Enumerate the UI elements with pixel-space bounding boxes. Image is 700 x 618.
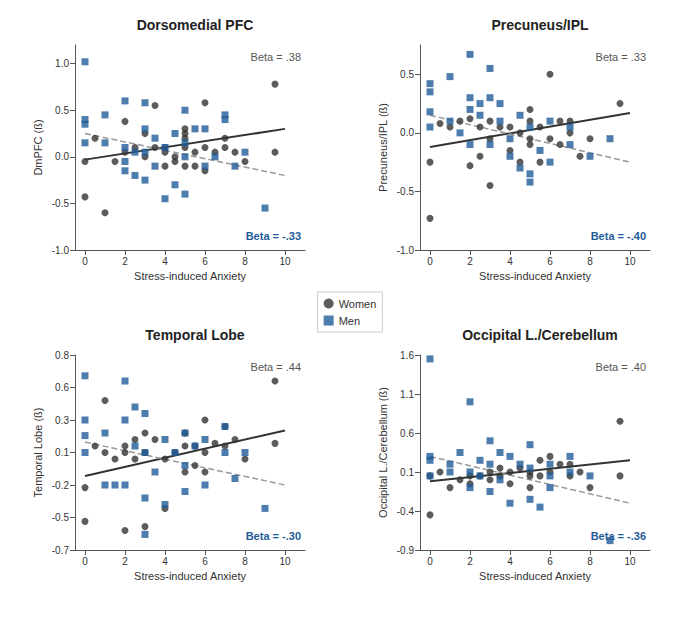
svg-text:0: 0 <box>427 256 433 267</box>
svg-text:Stress-induced Anxiety: Stress-induced Anxiety <box>479 570 591 582</box>
svg-text:0: 0 <box>82 556 88 567</box>
svg-text:2: 2 <box>467 256 473 267</box>
svg-text:Stress-induced Anxiety: Stress-induced Anxiety <box>134 570 246 582</box>
svg-text:0: 0 <box>82 256 88 267</box>
svg-text:0.3: 0.3 <box>55 415 69 426</box>
svg-text:Occipital L./Cerebellum: Occipital L./Cerebellum <box>462 327 618 343</box>
svg-text:Stress-induced Anxiety: Stress-induced Anxiety <box>134 270 246 282</box>
svg-text:DmPFC (ß): DmPFC (ß) <box>32 119 44 175</box>
svg-text:6: 6 <box>202 256 208 267</box>
svg-text:Beta = -.33: Beta = -.33 <box>246 230 301 242</box>
svg-text:Beta = -.40: Beta = -.40 <box>591 230 646 242</box>
svg-text:8: 8 <box>587 256 593 267</box>
svg-text:-1.0: -1.0 <box>52 245 70 256</box>
svg-text:0.5: 0.5 <box>55 105 69 116</box>
svg-text:Beta = -.30: Beta = -.30 <box>246 530 301 542</box>
svg-text:2: 2 <box>122 556 128 567</box>
svg-text:-1.0: -1.0 <box>397 245 415 256</box>
svg-text:-0.2: -0.2 <box>52 480 70 491</box>
svg-text:0.1: 0.1 <box>55 447 69 458</box>
svg-text:Temporal Lobe (ß): Temporal Lobe (ß) <box>32 408 44 498</box>
svg-text:Beta = .40: Beta = .40 <box>596 361 646 373</box>
svg-text:Beta = .44: Beta = .44 <box>251 361 301 373</box>
svg-text:0.5: 0.5 <box>400 69 414 80</box>
svg-text:6: 6 <box>547 256 553 267</box>
svg-text:0.1: 0.1 <box>400 467 414 478</box>
svg-text:0: 0 <box>427 556 433 567</box>
svg-text:Beta = .33: Beta = .33 <box>596 51 646 63</box>
svg-text:-0.5: -0.5 <box>397 186 415 197</box>
svg-text:4: 4 <box>162 256 168 267</box>
svg-text:10: 10 <box>279 256 291 267</box>
svg-text:10: 10 <box>279 556 291 567</box>
svg-text:Beta = .38: Beta = .38 <box>251 51 301 63</box>
svg-text:6: 6 <box>547 556 553 567</box>
svg-text:6: 6 <box>202 556 208 567</box>
svg-text:4: 4 <box>507 556 513 567</box>
svg-text:2: 2 <box>467 556 473 567</box>
svg-text:8: 8 <box>242 256 248 267</box>
svg-text:-0.9: -0.9 <box>397 545 415 556</box>
svg-text:-0.4: -0.4 <box>397 506 415 517</box>
svg-text:1.1: 1.1 <box>400 389 414 400</box>
svg-text:1.6: 1.6 <box>400 350 414 361</box>
svg-text:4: 4 <box>162 556 168 567</box>
svg-text:10: 10 <box>624 256 636 267</box>
svg-text:1.0: 1.0 <box>55 58 69 69</box>
svg-text:2: 2 <box>122 256 128 267</box>
svg-text:Precuneus/IPL: Precuneus/IPL <box>491 17 589 33</box>
svg-text:0.8: 0.8 <box>55 350 69 361</box>
svg-text:0.0: 0.0 <box>400 127 414 138</box>
svg-text:10: 10 <box>624 556 636 567</box>
svg-text:8: 8 <box>242 556 248 567</box>
svg-text:Precuneus/IPL (ß): Precuneus/IPL (ß) <box>377 103 389 192</box>
svg-text:-0.5: -0.5 <box>52 198 70 209</box>
svg-text:0.0: 0.0 <box>55 151 69 162</box>
svg-text:Men: Men <box>339 315 360 327</box>
svg-text:Temporal Lobe: Temporal Lobe <box>145 327 245 343</box>
svg-text:-0.5: -0.5 <box>52 512 70 523</box>
svg-text:0.6: 0.6 <box>55 382 69 393</box>
svg-text:4: 4 <box>507 256 513 267</box>
svg-text:Occipital L./Cerebellum (ß): Occipital L./Cerebellum (ß) <box>377 387 389 518</box>
svg-text:Women: Women <box>339 298 377 310</box>
svg-text:Beta = -.36: Beta = -.36 <box>591 530 646 542</box>
svg-text:Dorsomedial PFC: Dorsomedial PFC <box>137 17 254 33</box>
svg-text:0.6: 0.6 <box>400 428 414 439</box>
svg-text:Stress-induced Anxiety: Stress-induced Anxiety <box>479 270 591 282</box>
svg-text:-0.7: -0.7 <box>52 545 70 556</box>
svg-text:8: 8 <box>587 556 593 567</box>
